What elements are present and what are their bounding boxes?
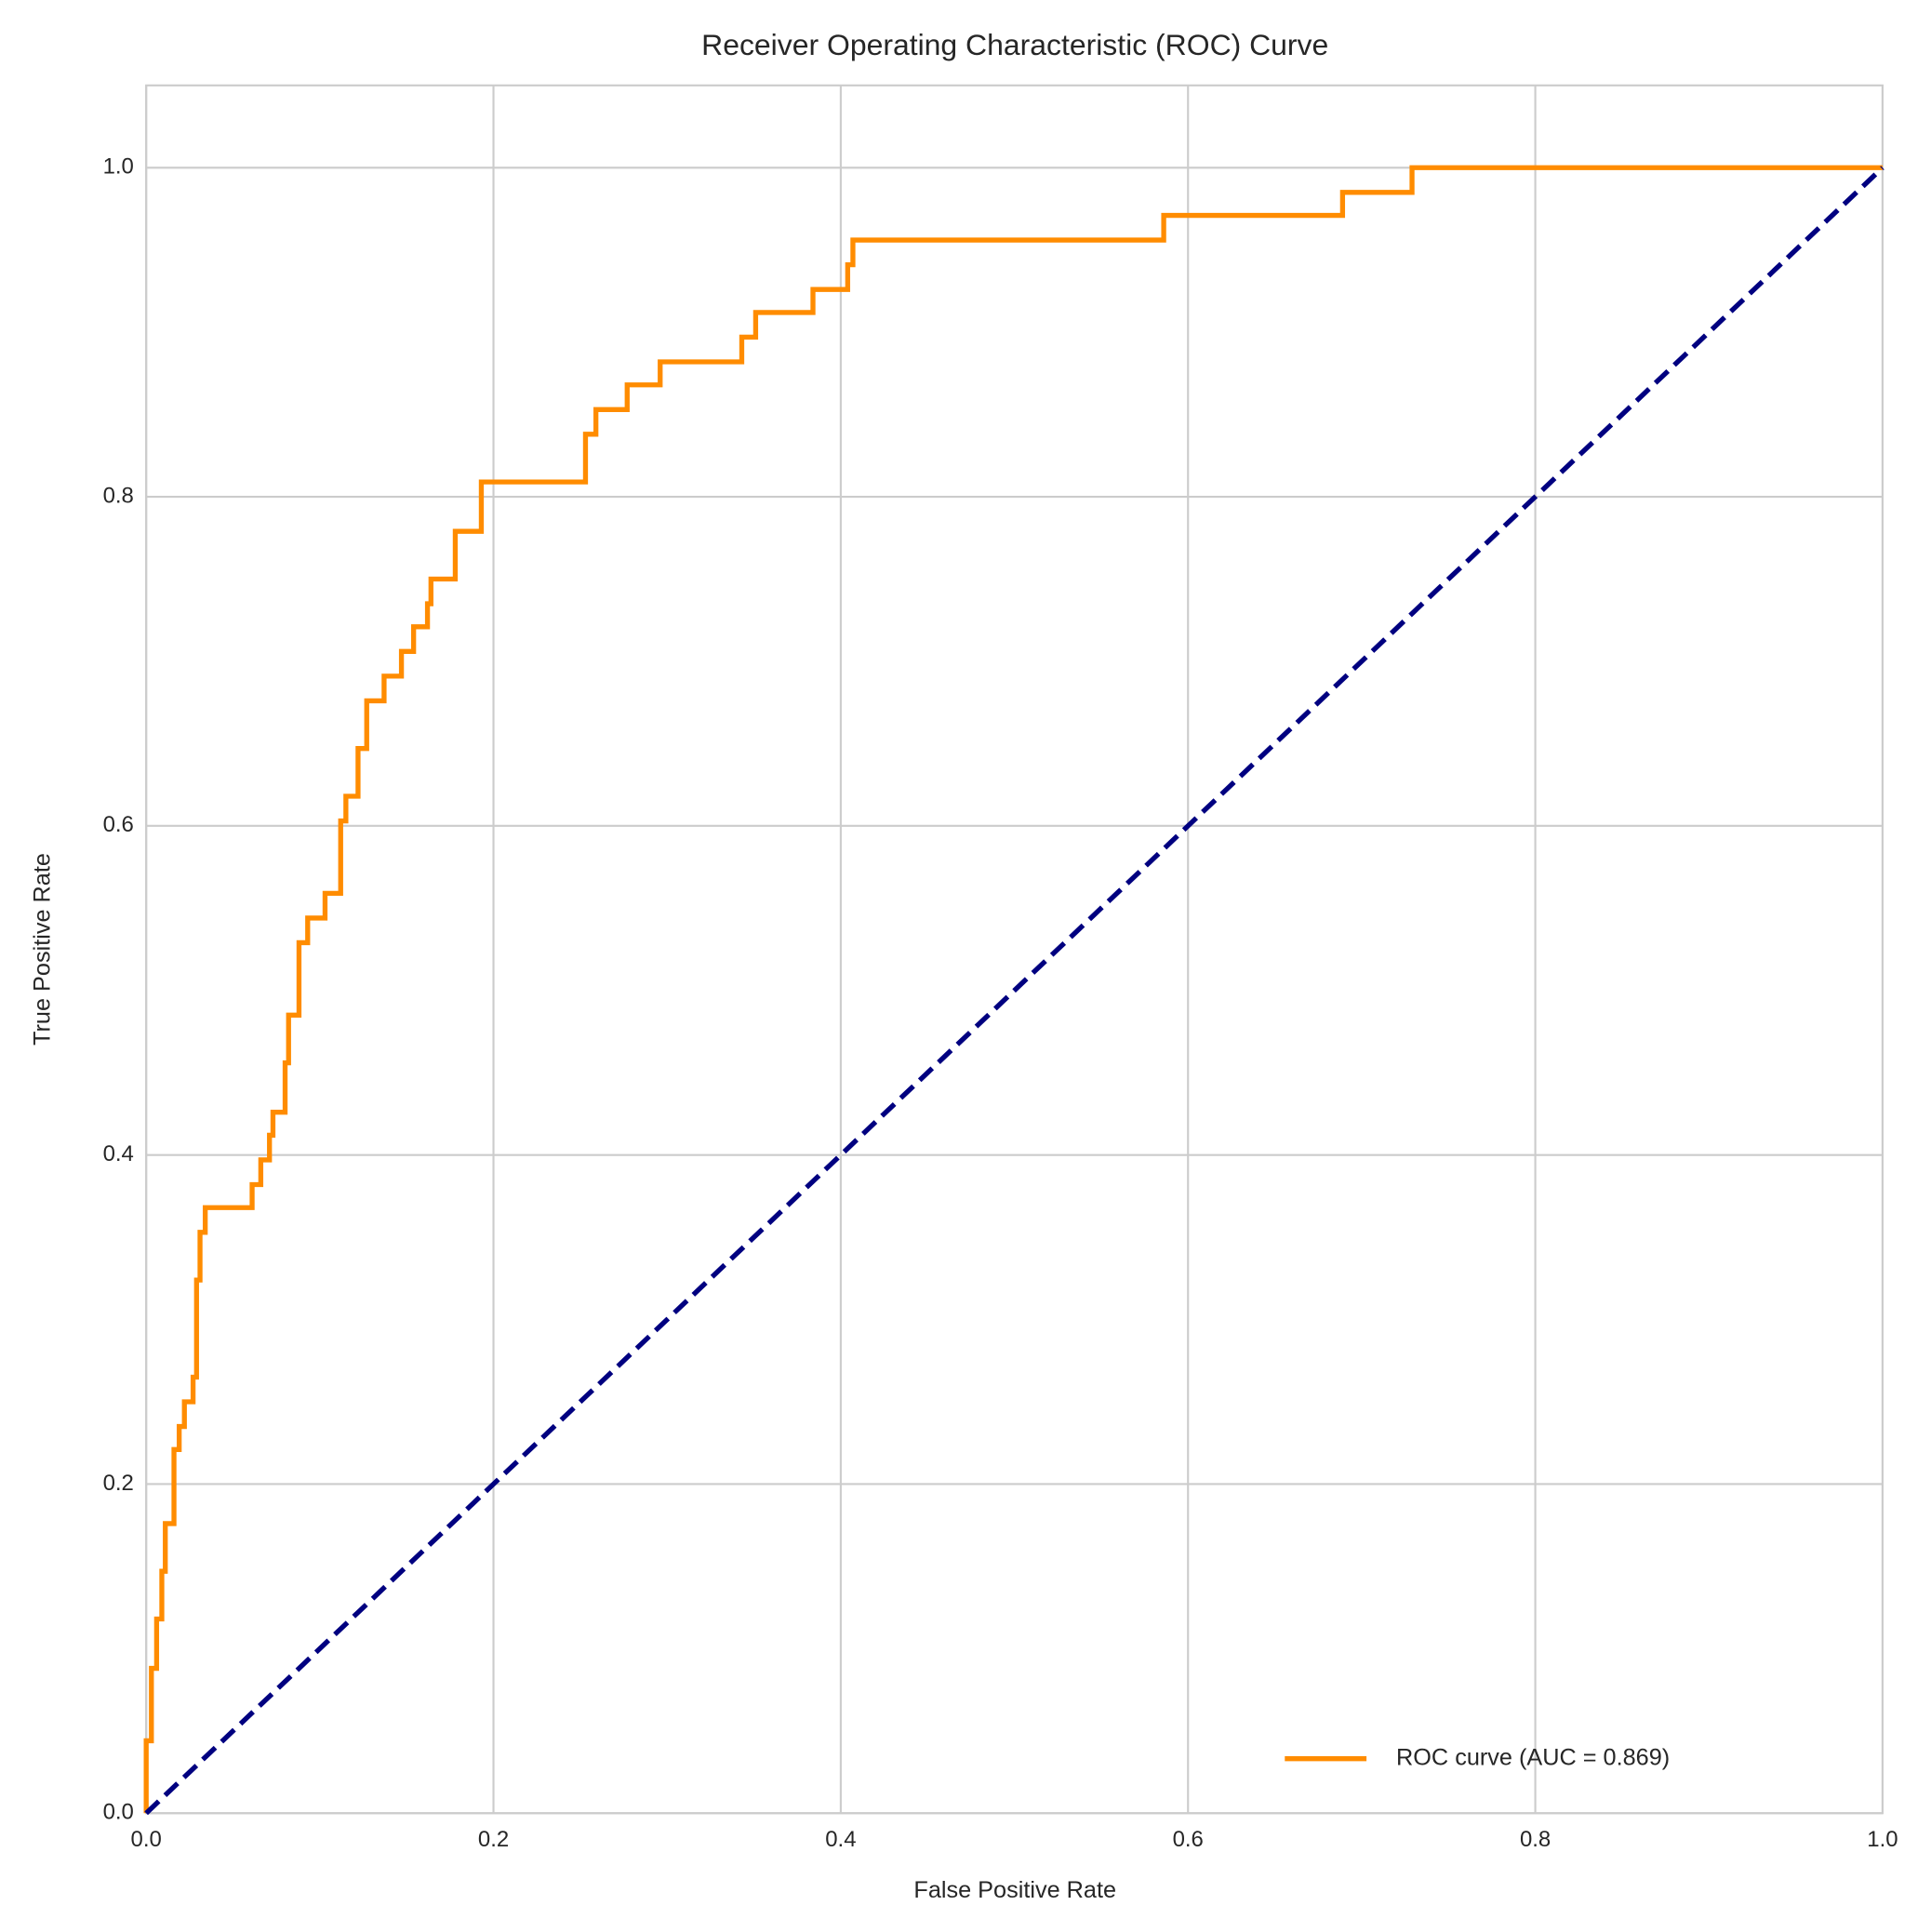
x-tick-label: 0.6 (1173, 1827, 1204, 1852)
roc-line (144, 166, 1884, 1816)
roc-line (143, 165, 1883, 1814)
x-axis-label: False Positive Rate (913, 1877, 1116, 1903)
y-tick-label: 0.2 (103, 1471, 134, 1496)
x-tick-label: 1.0 (1867, 1827, 1898, 1852)
x-tick-label: 0.2 (478, 1827, 509, 1852)
y-tick-label: 0.8 (103, 483, 134, 508)
y-tick-label: 1.0 (103, 154, 134, 180)
y-tick-label: 0.0 (103, 1800, 134, 1825)
plot-frame (145, 84, 1884, 1815)
x-tick-label: 0.8 (1520, 1827, 1551, 1852)
y-tick-label: 0.4 (103, 1141, 134, 1166)
chart-title: Receiver Operating Characteristic (ROC) … (701, 28, 1328, 61)
legend-label: ROC curve (AUC = 0.869) (1396, 1744, 1670, 1770)
y-tick-label: 0.6 (103, 812, 134, 837)
y-axis-label: True Positive Rate (29, 853, 55, 1046)
x-tick-label: 0.0 (131, 1827, 162, 1852)
x-tick-label: 0.4 (825, 1827, 856, 1852)
